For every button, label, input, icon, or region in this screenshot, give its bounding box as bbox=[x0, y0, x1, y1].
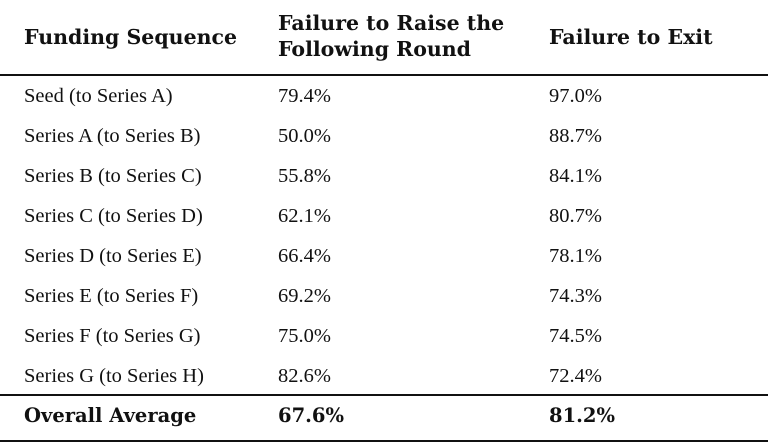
sequence-cell: Series D (to Series E) bbox=[24, 245, 202, 267]
average-exit-failure: 81.2% bbox=[549, 404, 616, 427]
exit-failure-cell: 72.4% bbox=[549, 365, 602, 387]
exit-failure-cell: 74.3% bbox=[549, 285, 602, 307]
header-funding-sequence: Funding Sequence bbox=[24, 25, 238, 49]
sequence-cell: Series B (to Series C) bbox=[24, 165, 202, 187]
table-row: Seed (to Series A) 79.4% 97.0% bbox=[0, 76, 768, 116]
sequence-cell: Seed (to Series A) bbox=[24, 85, 173, 107]
table-row: Series D (to Series E) 66.4% 78.1% bbox=[0, 236, 768, 276]
raise-failure-cell: 62.1% bbox=[278, 205, 331, 227]
header-failure-to-raise: Failure to Raise the Following Round bbox=[278, 10, 504, 62]
raise-failure-cell: 50.0% bbox=[278, 125, 331, 147]
sequence-cell: Series C (to Series D) bbox=[24, 205, 203, 227]
average-raise-failure: 67.6% bbox=[278, 404, 345, 427]
exit-failure-cell: 97.0% bbox=[549, 85, 602, 107]
raise-failure-cell: 79.4% bbox=[278, 85, 331, 107]
average-label: Overall Average bbox=[24, 404, 197, 427]
sequence-cell: Series A (to Series B) bbox=[24, 125, 201, 147]
raise-failure-cell: 82.6% bbox=[278, 365, 331, 387]
header-failure-to-exit: Failure to Exit bbox=[549, 25, 713, 49]
header-failure-to-raise-line2: Following Round bbox=[278, 37, 472, 61]
header-failure-to-raise-line1: Failure to Raise the bbox=[278, 11, 505, 35]
table-row: Series F (to Series G) 75.0% 74.5% bbox=[0, 316, 768, 356]
raise-failure-cell: 69.2% bbox=[278, 285, 331, 307]
table-header: Funding Sequence Failure to Raise the Fo… bbox=[0, 0, 768, 76]
exit-failure-cell: 88.7% bbox=[549, 125, 602, 147]
sequence-cell: Series E (to Series F) bbox=[24, 285, 199, 307]
sequence-cell: Series F (to Series G) bbox=[24, 325, 201, 347]
table-footer-average: Overall Average 67.6% 81.2% bbox=[0, 394, 768, 436]
table-row: Series G (to Series H) 82.6% 72.4% bbox=[0, 356, 768, 396]
table-row: Series E (to Series F) 69.2% 74.3% bbox=[0, 276, 768, 316]
raise-failure-cell: 55.8% bbox=[278, 165, 331, 187]
bottom-rule bbox=[0, 440, 768, 442]
table-row: Series C (to Series D) 62.1% 80.7% bbox=[0, 196, 768, 236]
raise-failure-cell: 75.0% bbox=[278, 325, 331, 347]
exit-failure-cell: 84.1% bbox=[549, 165, 602, 187]
exit-failure-cell: 78.1% bbox=[549, 245, 602, 267]
table-row: Series A (to Series B) 50.0% 88.7% bbox=[0, 116, 768, 156]
exit-failure-cell: 80.7% bbox=[549, 205, 602, 227]
exit-failure-cell: 74.5% bbox=[549, 325, 602, 347]
table-row: Series B (to Series C) 55.8% 84.1% bbox=[0, 156, 768, 196]
sequence-cell: Series G (to Series H) bbox=[24, 365, 204, 387]
raise-failure-cell: 66.4% bbox=[278, 245, 331, 267]
